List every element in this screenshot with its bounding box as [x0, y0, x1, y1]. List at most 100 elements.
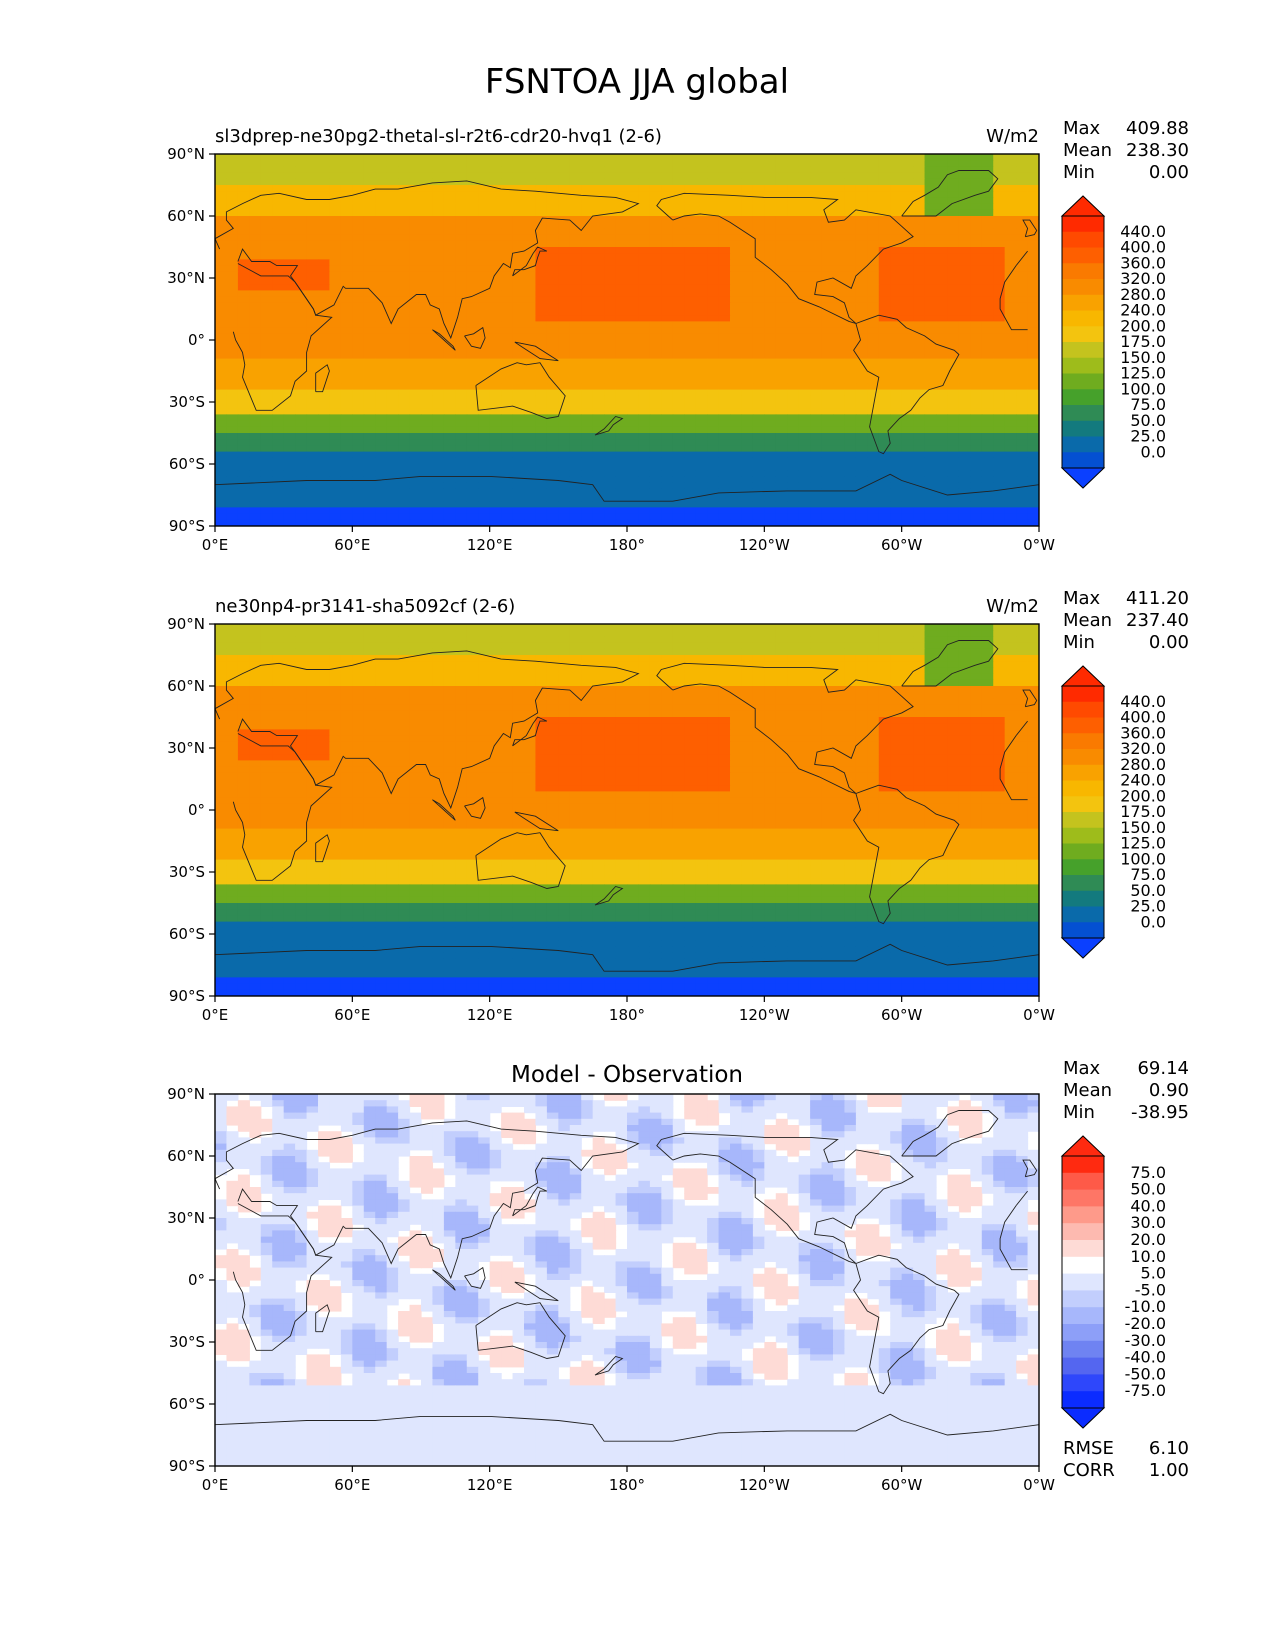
stat-value: 238.30 [1126, 140, 1189, 161]
stat-label: Mean [1063, 610, 1112, 631]
coastline [432, 799, 456, 821]
colorbar-band [1062, 373, 1104, 390]
y-tick-label: 60°N [167, 677, 205, 695]
stat-value: 6.10 [1149, 1438, 1189, 1459]
y-tick-label: 0° [188, 801, 205, 819]
x-tick-label: 120°W [739, 1006, 790, 1024]
stat-value: 69.14 [1137, 1058, 1189, 1079]
colorbar-label: -30.0 [1125, 1331, 1166, 1350]
panel-title: ne30np4-pr3141-sha5092cf (2-6) [215, 596, 515, 617]
colorbar-label: -75.0 [1125, 1381, 1166, 1400]
y-tick-label: 30°S [169, 393, 205, 411]
colorbar-label: 125.0 [1120, 834, 1166, 853]
colorbar-label: 240.0 [1120, 301, 1166, 320]
colorbar-band [1062, 1307, 1104, 1325]
colorbar-label: 150.0 [1120, 348, 1166, 367]
colorbar-label: 200.0 [1120, 316, 1166, 335]
x-tick-label: 0°W [1023, 1006, 1055, 1024]
coastlines [215, 640, 1039, 972]
coastline [475, 832, 566, 889]
colorbar-label: 25.0 [1130, 427, 1166, 446]
colorbar-band [1062, 1223, 1104, 1241]
coastline [656, 192, 914, 324]
coastline [901, 640, 999, 687]
colorbar-label: 40.0 [1130, 1196, 1166, 1215]
colorbar-label: 30.0 [1130, 1213, 1166, 1232]
colorbar-label: 100.0 [1120, 849, 1166, 868]
coastline [853, 1254, 960, 1395]
colorbar-band [1062, 326, 1104, 343]
colorbar-label: 25.0 [1130, 897, 1166, 916]
colorbar-band [1062, 1273, 1104, 1291]
coastline [315, 834, 330, 863]
colorbar-under-triangle [1060, 467, 1106, 489]
colorbar-label: -20.0 [1125, 1314, 1166, 1333]
colorbar-band [1062, 764, 1104, 781]
colorbar-label: 280.0 [1120, 755, 1166, 774]
colorbar-band [1062, 1156, 1104, 1174]
stat-label: Mean [1063, 1080, 1112, 1101]
x-tick-label: 0°E [202, 1006, 229, 1024]
y-tick-label: 90°S [169, 517, 205, 535]
colorbar-label: 150.0 [1120, 818, 1166, 837]
x-tick-label: 60°E [334, 536, 370, 554]
colorbar: 440.0400.0360.0320.0280.0240.0200.0175.0… [1060, 665, 1166, 959]
x-tick-label: 120°E [467, 1006, 513, 1024]
colorbar-band [1062, 420, 1104, 437]
colorbar-band [1062, 1172, 1104, 1190]
coastline [594, 1355, 624, 1376]
colorbar-band [1062, 389, 1104, 406]
coastlines [215, 1110, 1039, 1442]
y-tick-label: 90°N [167, 1085, 205, 1103]
colorbar-label: 10.0 [1130, 1247, 1166, 1266]
colorbar-label: -10.0 [1125, 1297, 1166, 1316]
coastline [656, 1132, 914, 1264]
x-tick-label: 60°E [334, 1006, 370, 1024]
coastline [432, 329, 456, 351]
x-tick-label: 120°E [467, 536, 513, 554]
colorbar-label: 320.0 [1120, 739, 1166, 758]
colorbar-band [1062, 859, 1104, 876]
stat-label: Max [1063, 118, 1101, 139]
colorbar-label: 5.0 [1141, 1264, 1166, 1283]
colorbar-band [1062, 1374, 1104, 1392]
colorbar: 75.050.040.030.020.010.05.0-5.0-10.0-20.… [1060, 1135, 1166, 1429]
colorbar-band [1062, 922, 1104, 939]
colorbar-frame [1061, 215, 1105, 469]
panel-reference: ne30np4-pr3141-sha5092cf (2-6) W/m2 0°E 60°… [167, 588, 1189, 1024]
colorbar-band [1062, 452, 1104, 469]
colorbar-band [1062, 1324, 1104, 1342]
colorbar-band [1062, 436, 1104, 453]
colorbar-label: 50.0 [1130, 1180, 1166, 1199]
coastline [656, 662, 914, 794]
figure-title: FSNTOA JJA global [485, 62, 789, 102]
colorbar-label: 400.0 [1120, 238, 1166, 257]
colorbar-label: -5.0 [1135, 1280, 1166, 1299]
colorbar-label: 100.0 [1120, 379, 1166, 398]
coastline [232, 733, 1028, 881]
stat-value: 0.00 [1149, 162, 1189, 183]
coastline [512, 716, 548, 747]
coastline [514, 341, 559, 362]
colorbar-band [1062, 1256, 1104, 1274]
coastline [432, 1269, 456, 1291]
colorbar-band [1062, 231, 1104, 248]
coastline [475, 1302, 566, 1359]
coastlines [215, 170, 1039, 502]
colorbar-band [1062, 780, 1104, 797]
coastline [215, 1120, 1028, 1280]
map-field [215, 1094, 1039, 1466]
y-tick-label: 30°S [169, 863, 205, 881]
y-tick-label: 30°N [167, 739, 205, 757]
stat-value: 1.00 [1149, 1460, 1189, 1481]
coastline [215, 473, 1039, 502]
stat-label: Min [1063, 632, 1095, 653]
stat-label: Mean [1063, 140, 1112, 161]
colorbar-label: 360.0 [1120, 723, 1166, 742]
colorbar-under-triangle [1060, 937, 1106, 959]
x-tick-label: 180° [609, 1476, 645, 1494]
stat-value: -38.95 [1131, 1102, 1189, 1123]
colorbar-label: 0.0 [1141, 442, 1166, 461]
colorbar: 440.0400.0360.0320.0280.0240.0200.0175.0… [1060, 195, 1166, 489]
